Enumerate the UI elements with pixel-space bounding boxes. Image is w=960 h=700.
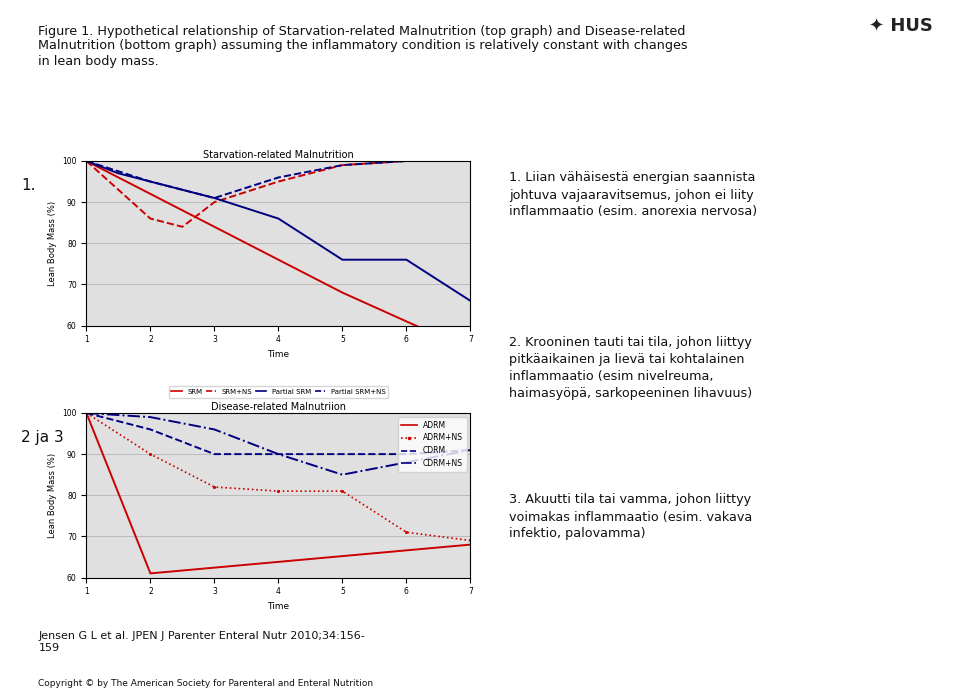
Text: 2. Krooninen tauti tai tila, johon liittyy
pitkäaikainen ja lievä tai kohtalaine: 2. Krooninen tauti tai tila, johon liitt… [509, 336, 752, 400]
CDRM+NS [465, 446, 476, 454]
CDRM [465, 446, 476, 454]
Text: 3. Akuutti tila tai vamma, johon liittyy
voimakas inflammaatio (esim. vakava
inf: 3. Akuutti tila tai vamma, johon liittyy… [509, 494, 752, 540]
CDRM [145, 426, 156, 434]
Line: CDRM: CDRM [86, 413, 470, 454]
Line: ADRM: ADRM [86, 413, 470, 573]
Text: ✦ HUS: ✦ HUS [869, 18, 933, 36]
ADRM [81, 409, 92, 417]
CDRM+NS [400, 458, 412, 467]
Title: Disease-related Malnutriion: Disease-related Malnutriion [211, 402, 346, 412]
X-axis label: Time: Time [267, 602, 290, 611]
Text: Jensen G L et al. JPEN J Parenter Enteral Nutr 2010;34:156-
159: Jensen G L et al. JPEN J Parenter Entera… [38, 631, 365, 653]
ADRM+NS [81, 409, 92, 417]
X-axis label: Time: Time [267, 350, 290, 359]
Text: JOURNAL OF PARENTERAL
AND ENTERAL NUTRITION: JOURNAL OF PARENTERAL AND ENTERAL NUTRIT… [748, 659, 824, 671]
ADRM+NS [337, 487, 348, 496]
CDRM [337, 450, 348, 459]
CDRM [81, 409, 92, 417]
ADRM+NS [145, 450, 156, 459]
CDRM+NS [81, 409, 92, 417]
CDRM+NS [208, 426, 220, 434]
Legend: SRM, SRM+NS, Partial SRM, Partial SRM+NS: SRM, SRM+NS, Partial SRM, Partial SRM+NS [169, 386, 388, 398]
Text: Figure 1. Hypothetical relationship of Starvation-related Malnutrition (top grap: Figure 1. Hypothetical relationship of S… [38, 25, 688, 67]
CDRM [400, 450, 412, 459]
CDRM [273, 450, 284, 459]
ADRM+NS [400, 528, 412, 536]
Text: 2 ja 3: 2 ja 3 [21, 430, 64, 445]
ADRM+NS [273, 487, 284, 496]
CDRM+NS [273, 450, 284, 459]
Line: ADRM+NS: ADRM+NS [84, 412, 472, 542]
ADRM+NS [208, 483, 220, 491]
Text: 1. Liian vähäisestä energian saannista
johtuva vajaaravitsemus, johon ei liity
i: 1. Liian vähäisestä energian saannista j… [509, 172, 756, 218]
Legend: ADRM, ADRM+NS, CDRM, CDRM+NS: ADRM, ADRM+NS, CDRM, CDRM+NS [397, 416, 467, 472]
CDRM+NS [145, 413, 156, 421]
CDRM [208, 450, 220, 459]
CDRM+NS [337, 470, 348, 479]
Title: Starvation-related Malnutrition: Starvation-related Malnutrition [203, 150, 354, 160]
Y-axis label: Lean Body Mass (%): Lean Body Mass (%) [48, 453, 57, 538]
ADRM [145, 569, 156, 577]
Y-axis label: Lean Body Mass (%): Lean Body Mass (%) [48, 201, 57, 286]
ADRM+NS [465, 536, 476, 545]
Text: JPEN: JPEN [766, 629, 805, 645]
Text: 1.: 1. [21, 178, 36, 193]
Text: Copyright © by The American Society for Parenteral and Enteral Nutrition: Copyright © by The American Society for … [38, 679, 373, 688]
Line: CDRM+NS: CDRM+NS [86, 413, 470, 475]
ADRM [465, 540, 476, 549]
